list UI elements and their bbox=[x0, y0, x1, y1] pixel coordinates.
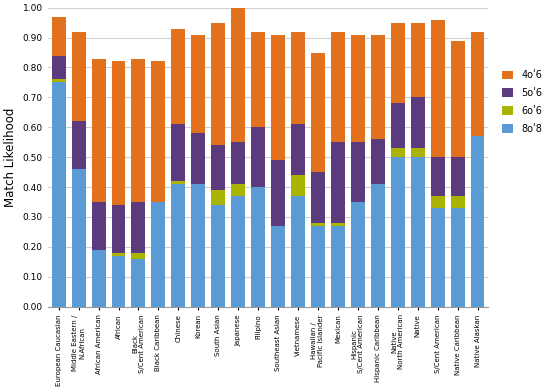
Bar bbox=[92, 202, 106, 250]
Bar bbox=[211, 205, 225, 307]
Bar bbox=[351, 202, 365, 307]
Bar bbox=[450, 157, 465, 196]
Y-axis label: Match Likelihood: Match Likelihood bbox=[4, 108, 17, 207]
Bar bbox=[390, 148, 405, 157]
Bar bbox=[331, 223, 345, 226]
Bar bbox=[311, 223, 325, 226]
Bar bbox=[411, 157, 425, 307]
Bar bbox=[411, 148, 425, 157]
Bar bbox=[231, 184, 245, 196]
Bar bbox=[191, 133, 205, 184]
Bar bbox=[151, 202, 166, 307]
Bar bbox=[191, 184, 205, 307]
Bar bbox=[390, 103, 405, 148]
Bar bbox=[371, 139, 385, 184]
Bar bbox=[311, 226, 325, 307]
Bar bbox=[450, 196, 465, 208]
Bar bbox=[390, 157, 405, 307]
Bar bbox=[172, 181, 185, 184]
Bar bbox=[291, 124, 305, 175]
Bar bbox=[231, 8, 245, 142]
Bar bbox=[131, 58, 145, 202]
Bar bbox=[172, 28, 185, 124]
Bar bbox=[331, 142, 345, 223]
Bar bbox=[52, 80, 65, 82]
Bar bbox=[52, 17, 65, 55]
Bar bbox=[112, 62, 125, 205]
Bar bbox=[271, 226, 285, 307]
Bar bbox=[92, 58, 106, 202]
Bar bbox=[52, 82, 65, 307]
Bar bbox=[331, 226, 345, 307]
Bar bbox=[231, 142, 245, 184]
Bar bbox=[72, 121, 86, 169]
Bar bbox=[450, 41, 465, 157]
Bar bbox=[450, 208, 465, 307]
Bar bbox=[471, 32, 485, 136]
Bar bbox=[112, 253, 125, 256]
Bar bbox=[331, 32, 345, 142]
Bar bbox=[291, 32, 305, 124]
Bar bbox=[251, 32, 265, 127]
Bar bbox=[251, 187, 265, 307]
Bar bbox=[211, 145, 225, 190]
Bar bbox=[172, 184, 185, 307]
Bar bbox=[411, 23, 425, 98]
Bar bbox=[351, 35, 365, 142]
Bar bbox=[431, 196, 444, 208]
Bar bbox=[131, 202, 145, 253]
Bar bbox=[271, 160, 285, 226]
Bar bbox=[52, 55, 65, 80]
Bar bbox=[371, 184, 385, 307]
Bar bbox=[291, 196, 305, 307]
Bar bbox=[92, 250, 106, 307]
Bar bbox=[112, 205, 125, 253]
Bar bbox=[211, 190, 225, 205]
Bar bbox=[191, 35, 205, 133]
Bar bbox=[131, 253, 145, 259]
Bar bbox=[72, 32, 86, 121]
Bar bbox=[151, 62, 166, 202]
Bar bbox=[172, 124, 185, 181]
Bar bbox=[431, 208, 444, 307]
Bar bbox=[291, 175, 305, 196]
Bar bbox=[411, 98, 425, 148]
Bar bbox=[371, 35, 385, 139]
Bar bbox=[112, 256, 125, 307]
Bar bbox=[390, 23, 405, 103]
Bar bbox=[271, 35, 285, 160]
Bar bbox=[231, 196, 245, 307]
Bar bbox=[131, 259, 145, 307]
Bar bbox=[471, 136, 485, 307]
Bar bbox=[311, 172, 325, 223]
Legend: 4oʹ6, 5oʹ6, 6oʹ6, 8oʹ8: 4oʹ6, 5oʹ6, 6oʹ6, 8oʹ8 bbox=[498, 66, 546, 137]
Bar bbox=[211, 23, 225, 145]
Bar bbox=[351, 142, 365, 202]
Bar bbox=[251, 127, 265, 187]
Bar bbox=[431, 157, 444, 196]
Bar bbox=[431, 20, 444, 157]
Bar bbox=[311, 53, 325, 172]
Bar bbox=[72, 169, 86, 307]
